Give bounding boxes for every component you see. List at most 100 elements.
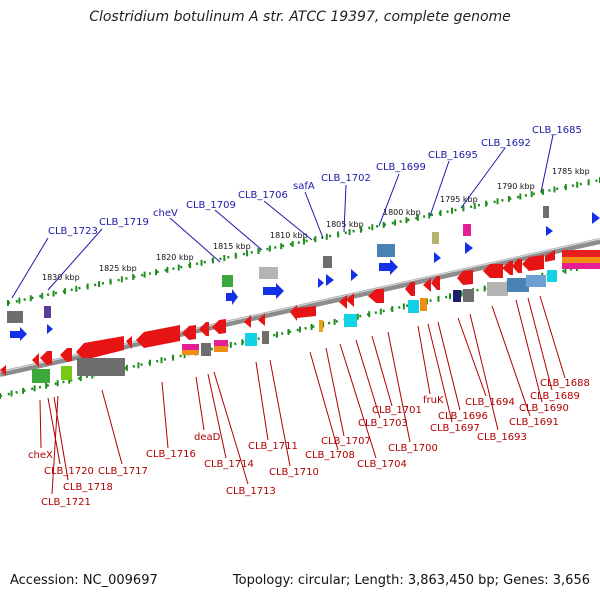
gene-label[interactable]: CLB_1689	[530, 391, 580, 402]
feature-box[interactable]	[77, 358, 125, 376]
feature-box[interactable]	[562, 257, 600, 263]
forward-gene[interactable]	[318, 278, 324, 288]
reverse-gene[interactable]	[258, 313, 265, 326]
feature-box[interactable]	[543, 206, 549, 218]
reverse-gene[interactable]	[512, 259, 522, 273]
reverse-gene[interactable]	[368, 289, 384, 303]
reverse-gene[interactable]	[290, 305, 316, 321]
gene-label[interactable]: CLB_1716	[146, 449, 196, 460]
gene-label[interactable]: CLB_1720	[44, 466, 94, 477]
reverse-gene[interactable]	[522, 255, 544, 271]
feature-box[interactable]	[259, 267, 278, 279]
feature-box[interactable]	[562, 250, 600, 257]
gene-label[interactable]: CLB_1706	[238, 190, 288, 201]
feature-box[interactable]	[507, 278, 529, 292]
feature-box[interactable]	[547, 270, 557, 282]
feature-box[interactable]	[562, 263, 600, 269]
gene-label[interactable]: CLB_1691	[509, 417, 559, 428]
reverse-gene[interactable]	[76, 336, 124, 360]
gene-label[interactable]: CLB_1694	[465, 397, 515, 408]
gene-label[interactable]: CLB_1711	[248, 441, 298, 452]
gene-label[interactable]: CLB_1710	[269, 467, 319, 478]
forward-gene[interactable]	[465, 242, 473, 254]
reverse-gene[interactable]	[199, 322, 209, 336]
gene-label[interactable]: CLB_1713	[226, 486, 276, 497]
feature-box[interactable]	[526, 275, 546, 287]
forward-gene[interactable]	[592, 212, 600, 224]
feature-box[interactable]	[262, 331, 269, 344]
gene-label[interactable]: CLB_1704	[357, 459, 407, 470]
reverse-gene[interactable]	[32, 353, 39, 367]
feature-box[interactable]	[408, 300, 419, 313]
gene-label[interactable]: cheV	[153, 208, 178, 219]
feature-box[interactable]	[453, 290, 461, 302]
reverse-gene[interactable]	[182, 325, 196, 340]
forward-gene[interactable]	[10, 327, 27, 341]
gene-label[interactable]: fruK	[423, 395, 444, 406]
feature-box[interactable]	[487, 282, 508, 296]
feature-box[interactable]	[7, 311, 23, 323]
gene-label[interactable]: CLB_1708	[305, 450, 355, 461]
feature-box[interactable]	[201, 343, 211, 356]
forward-gene[interactable]	[379, 259, 398, 275]
gene-label[interactable]: deaD	[194, 432, 221, 443]
feature-box[interactable]	[61, 366, 72, 380]
gene-label[interactable]: CLB_1709	[186, 200, 236, 211]
feature-box[interactable]	[432, 232, 439, 244]
gene-label[interactable]: CLB_1707	[321, 436, 371, 447]
forward-gene[interactable]	[263, 283, 284, 299]
reverse-gene[interactable]	[502, 261, 513, 275]
reverse-gene[interactable]	[244, 315, 251, 328]
feature-box[interactable]	[344, 314, 357, 327]
gene-label[interactable]: CLB_1702	[321, 173, 371, 184]
gene-label[interactable]: CLB_1703	[358, 418, 408, 429]
feature-box[interactable]	[319, 320, 323, 332]
reverse-gene[interactable]	[136, 325, 180, 348]
feature-box[interactable]	[214, 340, 228, 346]
reverse-gene[interactable]	[431, 276, 440, 290]
gene-label[interactable]: safA	[293, 181, 315, 192]
forward-gene[interactable]	[434, 252, 441, 263]
forward-gene[interactable]	[351, 269, 358, 281]
gene-label[interactable]: CLB_1697	[430, 423, 480, 434]
gene-label[interactable]: CLB_1717	[98, 466, 148, 477]
feature-box[interactable]	[222, 275, 233, 287]
gene-label[interactable]: CLB_1695	[428, 150, 478, 161]
feature-box[interactable]	[245, 333, 257, 346]
gene-label[interactable]: CLB_1688	[540, 378, 590, 389]
gene-label[interactable]: CLB_1718	[63, 482, 113, 493]
forward-gene[interactable]	[546, 226, 553, 236]
feature-box[interactable]	[463, 224, 471, 236]
gene-label[interactable]: CLB_1690	[519, 403, 569, 414]
feature-box[interactable]	[182, 344, 199, 350]
feature-box[interactable]	[377, 244, 395, 257]
feature-box[interactable]	[420, 298, 427, 311]
reverse-gene[interactable]	[0, 365, 6, 376]
gene-label[interactable]: cheX	[28, 450, 53, 461]
forward-gene[interactable]	[326, 274, 334, 286]
feature-box[interactable]	[214, 346, 228, 352]
reverse-gene[interactable]	[423, 278, 431, 292]
feature-box[interactable]	[323, 256, 332, 268]
gene-label[interactable]: CLB_1693	[477, 432, 527, 443]
reverse-gene[interactable]	[339, 295, 347, 309]
forward-gene[interactable]	[47, 324, 53, 334]
gene-label[interactable]: CLB_1692	[481, 138, 531, 149]
reverse-gene[interactable]	[126, 336, 132, 349]
gene-label[interactable]: CLB_1701	[372, 405, 422, 416]
gene-label[interactable]: CLB_1714	[204, 459, 254, 470]
reverse-gene[interactable]	[545, 250, 555, 262]
gene-label[interactable]: CLB_1685	[532, 125, 582, 136]
reverse-gene[interactable]	[212, 319, 226, 334]
feature-box[interactable]	[463, 289, 474, 302]
reverse-gene[interactable]	[60, 348, 72, 362]
reverse-gene[interactable]	[405, 282, 415, 296]
gene-label[interactable]: CLB_1719	[99, 217, 149, 228]
forward-gene[interactable]	[226, 289, 238, 305]
reverse-gene[interactable]	[483, 264, 503, 278]
gene-label[interactable]: CLB_1721	[41, 497, 91, 508]
feature-box[interactable]	[44, 306, 51, 318]
gene-label[interactable]: CLB_1699	[376, 162, 426, 173]
gene-label[interactable]: CLB_1700	[388, 443, 438, 454]
feature-box[interactable]	[32, 369, 50, 383]
